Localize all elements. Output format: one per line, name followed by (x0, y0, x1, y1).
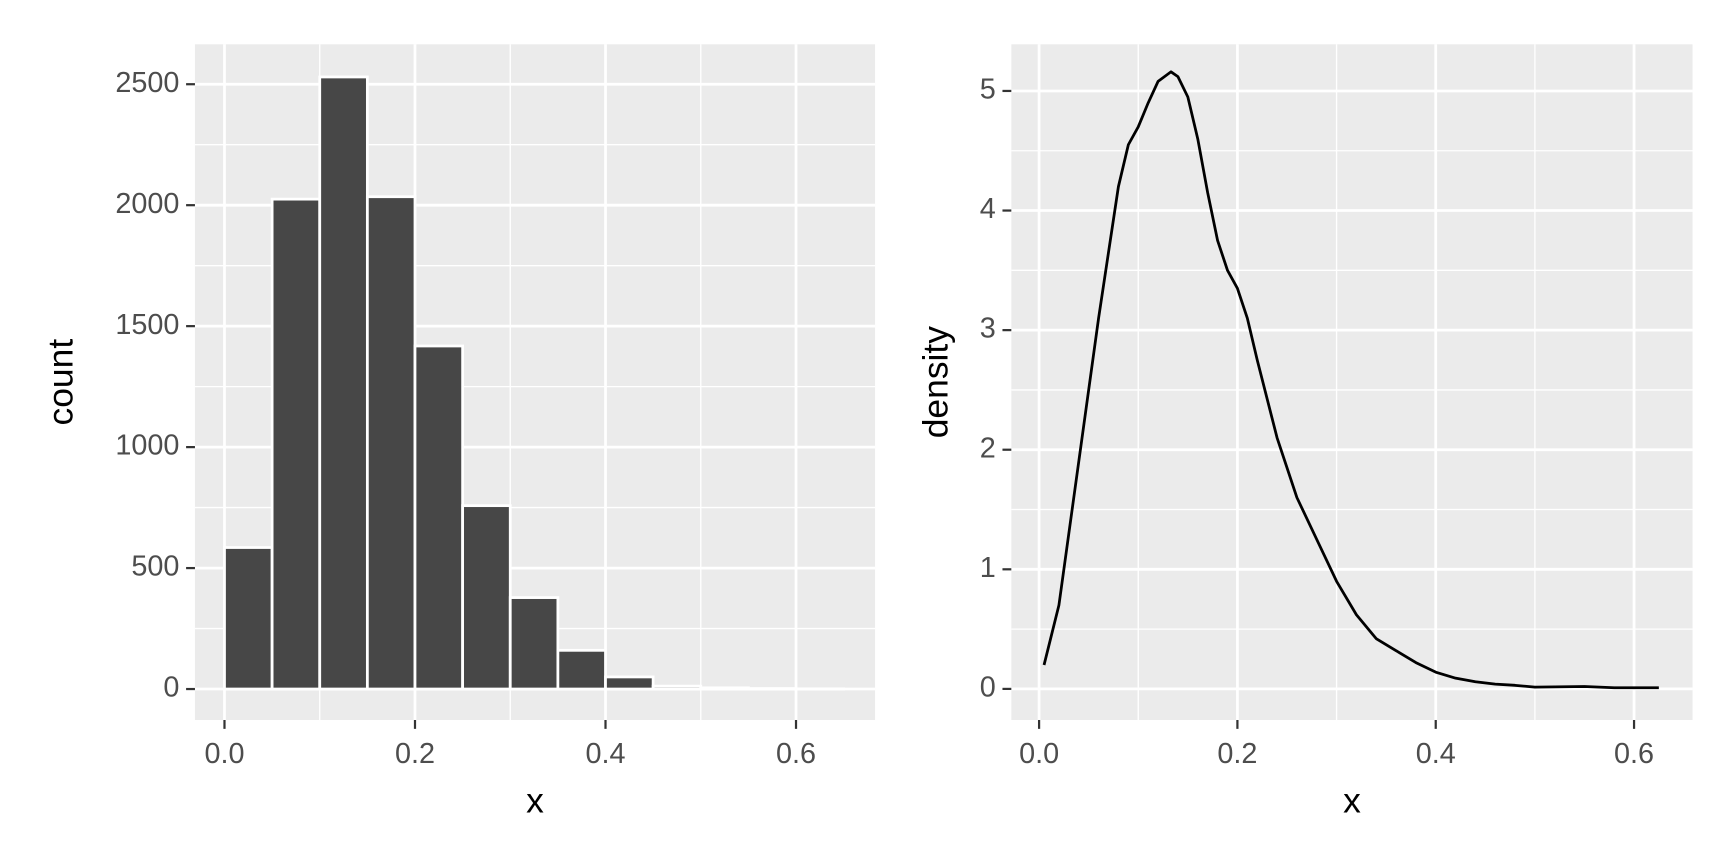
x-tick-label: 0.2 (1217, 738, 1257, 770)
y-tick-label: 1000 (115, 430, 179, 462)
bar (270, 197, 322, 691)
y-tick-label: 1 (980, 552, 996, 584)
y-axis-title: density (916, 326, 956, 439)
y-tick-label: 4 (980, 193, 996, 225)
y-axis-title: count (40, 339, 80, 426)
x-tick-label: 0.6 (776, 738, 816, 770)
bar (461, 504, 512, 691)
bar (318, 75, 369, 691)
x-tick-label: 0.6 (1614, 738, 1654, 770)
bar (699, 686, 750, 691)
y-tick-label: 5 (980, 74, 996, 106)
y-tick-label: 0 (980, 672, 996, 704)
y-tick-label: 3 (980, 313, 996, 345)
x-tick-label: 0.0 (1019, 738, 1059, 770)
density-line (1042, 70, 1659, 690)
y-tick-label: 1500 (115, 309, 179, 341)
panel-background (1011, 44, 1693, 721)
bar (508, 596, 560, 691)
x-axis-title: x (526, 780, 544, 820)
y-tick-label: 2000 (115, 188, 179, 220)
y-tick-label: 0 (163, 672, 179, 704)
bar (651, 684, 703, 691)
bar (413, 344, 465, 691)
x-tick-label: 0.2 (395, 738, 435, 770)
bar (556, 648, 607, 691)
y-tick-label: 500 (131, 551, 179, 583)
x-tick-label: 0.0 (204, 738, 244, 770)
x-axis-title: x (1343, 780, 1361, 820)
x-tick-label: 0.4 (1416, 738, 1456, 770)
y-tick-label: 2 (980, 432, 996, 464)
x-tick-label: 0.4 (585, 738, 625, 770)
y-tick-label: 2500 (115, 67, 179, 99)
bar (365, 195, 417, 691)
bar (223, 546, 274, 691)
bar (604, 675, 655, 691)
